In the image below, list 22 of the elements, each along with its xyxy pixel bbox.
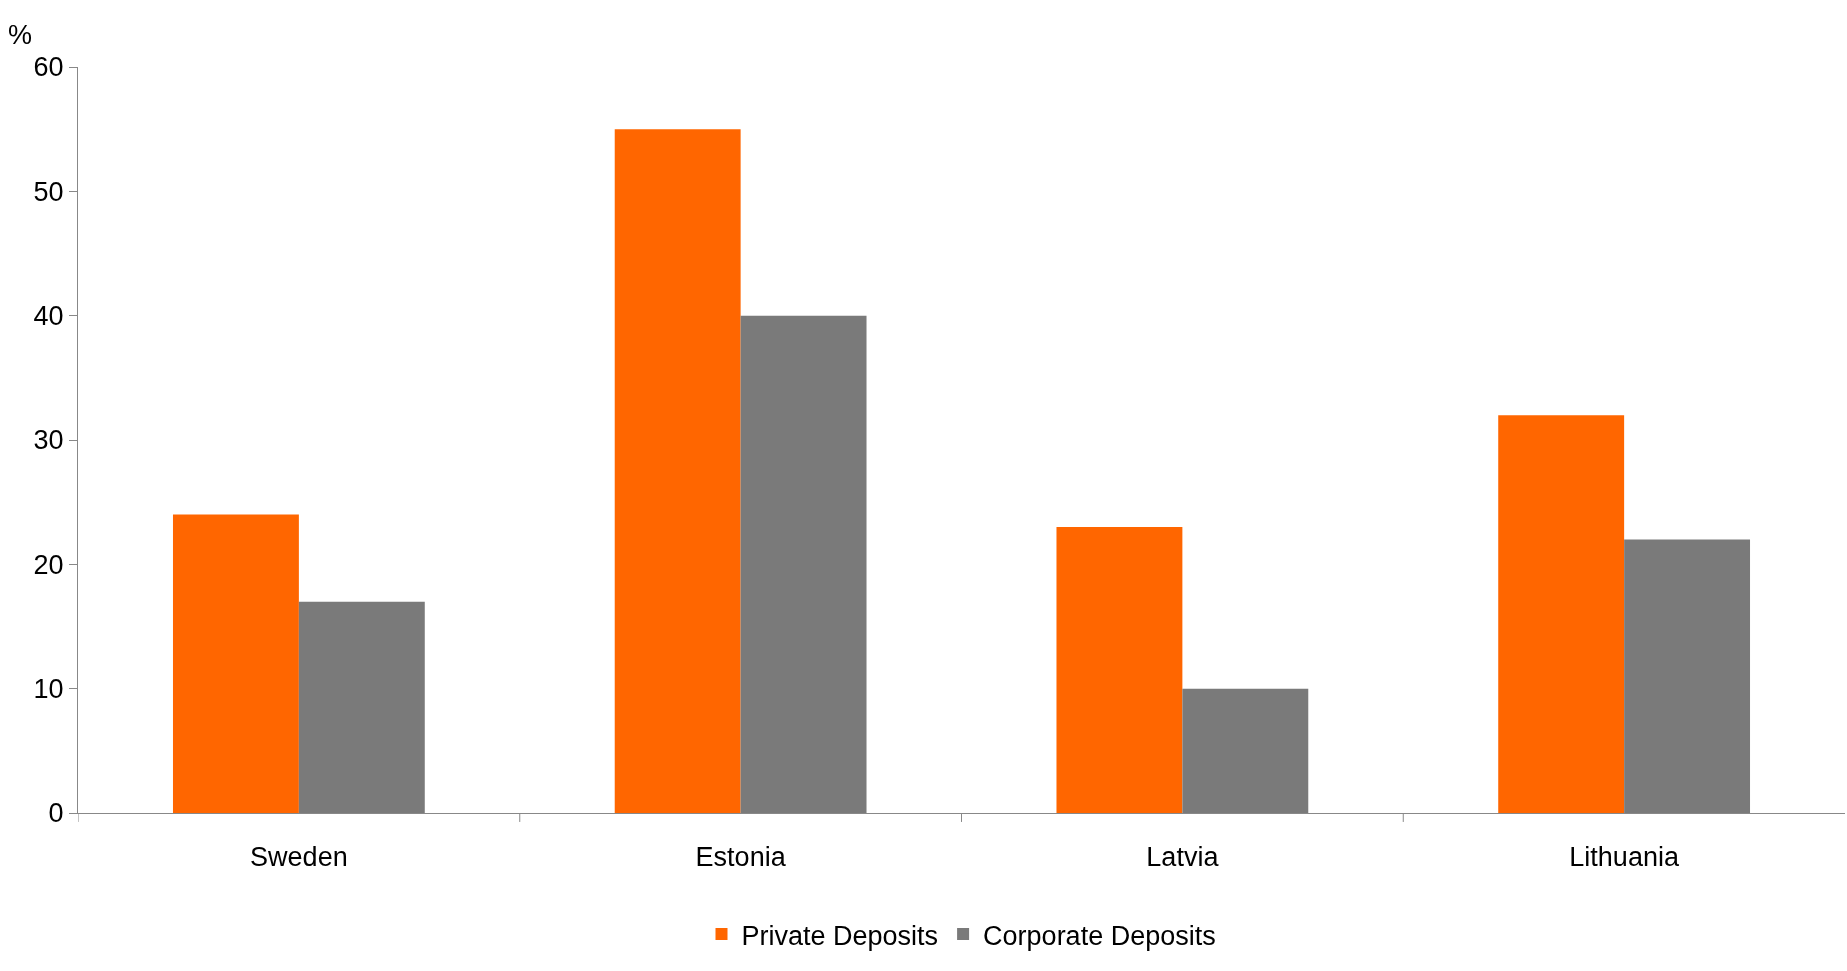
x-tick-label: Sweden — [250, 842, 348, 873]
y-tick-label: 10 — [33, 674, 64, 705]
x-tick-label: Latvia — [1146, 842, 1220, 873]
bar — [298, 601, 425, 813]
bar — [1624, 539, 1751, 813]
y-tick-label: 30 — [33, 425, 64, 456]
bar — [1182, 688, 1309, 813]
bar — [740, 315, 867, 813]
y-axis-title: % — [8, 20, 33, 50]
legend-label: Private Deposits — [741, 920, 939, 951]
bar — [1498, 415, 1625, 813]
y-tick-label: 20 — [33, 549, 64, 580]
bar — [614, 129, 741, 813]
bar — [1056, 527, 1183, 813]
x-tick-label: Estonia — [695, 842, 787, 873]
y-tick-label: 40 — [33, 301, 64, 332]
y-tick-label: 0 — [48, 798, 64, 829]
x-tick-label: Lithuania — [1569, 842, 1680, 873]
y-tick-label: 60 — [33, 52, 64, 83]
bar — [172, 514, 299, 813]
legend-label: Corporate Deposits — [983, 920, 1216, 951]
y-tick-label: 50 — [33, 176, 64, 207]
